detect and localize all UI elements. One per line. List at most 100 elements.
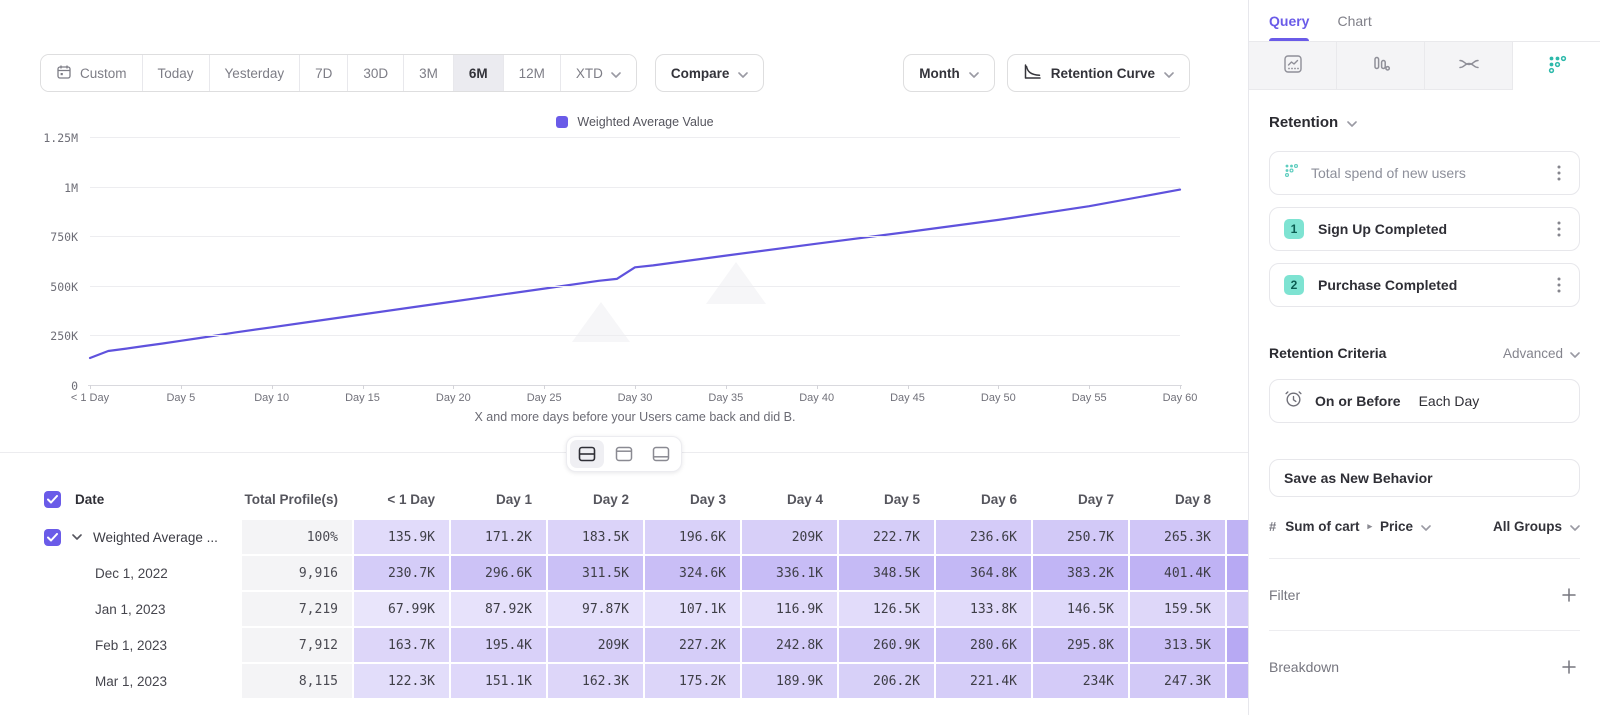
retention-value-cell[interactable]: 296.6K bbox=[451, 556, 546, 590]
step-number-badge: 2 bbox=[1284, 275, 1304, 295]
row-label: Jan 1, 2023 bbox=[95, 602, 166, 617]
retention-value-cell[interactable]: 107.1K bbox=[645, 592, 740, 626]
total-profiles-cell: 7,219 bbox=[242, 592, 352, 626]
x-tick-mark bbox=[908, 385, 909, 389]
retention-value-cell[interactable]: 336.1K bbox=[742, 556, 837, 590]
retention-value-cell[interactable]: 122.3K bbox=[354, 664, 449, 698]
step-event-label: Sign Up Completed bbox=[1318, 221, 1447, 237]
total-profiles-cell: 100% bbox=[242, 520, 352, 554]
retention-section-dropdown[interactable]: Retention bbox=[1269, 114, 1580, 131]
retention-value-cell[interactable]: 206.2K bbox=[839, 664, 934, 698]
chevron-down-icon bbox=[1570, 519, 1580, 534]
retention-value-cell[interactable]: 364.8K bbox=[936, 556, 1031, 590]
x-tick-label: Day 40 bbox=[780, 392, 854, 404]
funnel-bars-icon bbox=[1371, 54, 1391, 77]
measure-dropdown[interactable]: Sum of cart ▸ Price bbox=[1285, 519, 1431, 534]
row-checkbox[interactable] bbox=[44, 529, 61, 546]
table-row: Weighted Average ... 100%135.9K171.2K183.… bbox=[0, 520, 1248, 554]
select-all-checkbox[interactable] bbox=[44, 491, 61, 508]
criteria-value: Each Day bbox=[1419, 393, 1480, 409]
step-kebab-menu[interactable] bbox=[1553, 273, 1565, 297]
retention-value-cell[interactable]: 280.6K bbox=[936, 628, 1031, 662]
retention-value-cell[interactable]: 250.7K bbox=[1033, 520, 1128, 554]
retention-value-cell[interactable]: 295.8K bbox=[1033, 628, 1128, 662]
retention-value-cell[interactable]: 171.2K bbox=[451, 520, 546, 554]
x-tick-label: Day 50 bbox=[961, 392, 1035, 404]
layout-split-view-button[interactable] bbox=[570, 440, 604, 468]
y-tick-label: 1M bbox=[26, 181, 78, 195]
report-type-insights-line-button[interactable] bbox=[1249, 42, 1337, 90]
column-header: < 1 Day bbox=[354, 492, 449, 507]
retention-dots-icon bbox=[1284, 163, 1299, 183]
report-type-flows-button[interactable] bbox=[1425, 42, 1513, 90]
behavior-step-card[interactable]: 2Purchase Completed bbox=[1269, 263, 1580, 307]
retention-value-cell[interactable]: 209K bbox=[548, 628, 643, 662]
behavior-step-card[interactable]: 1Sign Up Completed bbox=[1269, 207, 1580, 251]
x-tick-label: Day 30 bbox=[598, 392, 672, 404]
retention-value-cell[interactable]: 175.2K bbox=[645, 664, 740, 698]
retention-value-cell[interactable]: 135.9K bbox=[354, 520, 449, 554]
groups-dropdown[interactable]: All Groups bbox=[1493, 519, 1580, 534]
retention-value-cell[interactable]: 163.7K bbox=[354, 628, 449, 662]
retention-value-cell[interactable]: 236.6K bbox=[936, 520, 1031, 554]
layout-table-view-button[interactable] bbox=[644, 440, 678, 468]
report-type-funnel-bars-button[interactable] bbox=[1337, 42, 1425, 90]
retention-value-cell[interactable]: 313.5K bbox=[1130, 628, 1225, 662]
retention-value-cell[interactable]: 162.3K bbox=[548, 664, 643, 698]
y-tick-label: 0 bbox=[26, 379, 78, 393]
x-tick-label: Day 5 bbox=[144, 392, 218, 404]
retention-value-cell[interactable]: 151.1K bbox=[451, 664, 546, 698]
chevron-down-icon bbox=[1570, 346, 1580, 361]
save-as-new-behavior-button[interactable]: Save as New Behavior bbox=[1269, 459, 1580, 497]
retention-value-cell[interactable]: 222.7K bbox=[839, 520, 934, 554]
retention-value-cell[interactable]: 234K bbox=[1033, 664, 1128, 698]
retention-value-cell[interactable]: 209K bbox=[742, 520, 837, 554]
x-tick-mark bbox=[817, 385, 818, 389]
behavior-kebab-menu[interactable] bbox=[1553, 161, 1565, 185]
tab-chart[interactable]: Chart bbox=[1337, 0, 1371, 41]
report-type-retention-dots-button[interactable] bbox=[1513, 42, 1600, 90]
y-tick-label: 250K bbox=[26, 329, 78, 343]
measure-property-label: Price bbox=[1380, 519, 1413, 534]
retention-value-cell[interactable]: 221.4K bbox=[936, 664, 1031, 698]
retention-value-cell[interactable]: 183.5K bbox=[548, 520, 643, 554]
retention-value-cell[interactable]: 116.9K bbox=[742, 592, 837, 626]
groups-label: All Groups bbox=[1493, 519, 1562, 534]
retention-value-cell[interactable]: 133.8K bbox=[936, 592, 1031, 626]
retention-value-cell[interactable]: 189.9K bbox=[742, 664, 837, 698]
x-tick-label: Day 25 bbox=[507, 392, 581, 404]
retention-value-cell[interactable]: 67.99K bbox=[354, 592, 449, 626]
retention-value-cell[interactable]: 126.5K bbox=[839, 592, 934, 626]
expand-chevron-icon[interactable] bbox=[72, 534, 82, 540]
number-hash-icon: # bbox=[1269, 519, 1276, 534]
retention-value-cell[interactable]: 196.6K bbox=[645, 520, 740, 554]
criteria-card[interactable]: On or Before Each Day bbox=[1269, 379, 1580, 423]
retention-value-cell[interactable]: 242.8K bbox=[742, 628, 837, 662]
tab-query[interactable]: Query bbox=[1269, 0, 1309, 41]
x-tick-mark bbox=[635, 385, 636, 389]
retention-value-cell[interactable]: 146.5K bbox=[1033, 592, 1128, 626]
add-filter-button[interactable] bbox=[1558, 584, 1580, 606]
retention-value-cell[interactable]: 97.87K bbox=[548, 592, 643, 626]
retention-value-cell[interactable]: 260.9K bbox=[839, 628, 934, 662]
retention-value-cell[interactable]: 159.5K bbox=[1130, 592, 1225, 626]
retention-value-cell[interactable]: 230.7K bbox=[354, 556, 449, 590]
criteria-mode-dropdown[interactable]: Advanced bbox=[1503, 346, 1580, 361]
retention-value-cell[interactable]: 195.4K bbox=[451, 628, 546, 662]
layout-chart-view-button[interactable] bbox=[607, 440, 641, 468]
weighted-average-line bbox=[90, 190, 1180, 358]
chevron-down-icon bbox=[1421, 519, 1431, 534]
retention-value-cell[interactable]: 311.5K bbox=[548, 556, 643, 590]
retention-value-cell[interactable]: 227.2K bbox=[645, 628, 740, 662]
retention-value-cell[interactable]: 324.6K bbox=[645, 556, 740, 590]
retention-value-cell[interactable]: 383.2K bbox=[1033, 556, 1128, 590]
add-breakdown-button[interactable] bbox=[1558, 656, 1580, 678]
row-label: Weighted Average ... bbox=[93, 530, 218, 545]
step-kebab-menu[interactable] bbox=[1553, 217, 1565, 241]
retention-value-cell[interactable]: 247.3K bbox=[1130, 664, 1225, 698]
retention-value-cell[interactable]: 87.92K bbox=[451, 592, 546, 626]
retention-value-cell[interactable]: 401.4K bbox=[1130, 556, 1225, 590]
retention-value-cell[interactable]: 348.5K bbox=[839, 556, 934, 590]
behavior-card[interactable]: Total spend of new users bbox=[1269, 151, 1580, 195]
retention-value-cell[interactable]: 265.3K bbox=[1130, 520, 1225, 554]
